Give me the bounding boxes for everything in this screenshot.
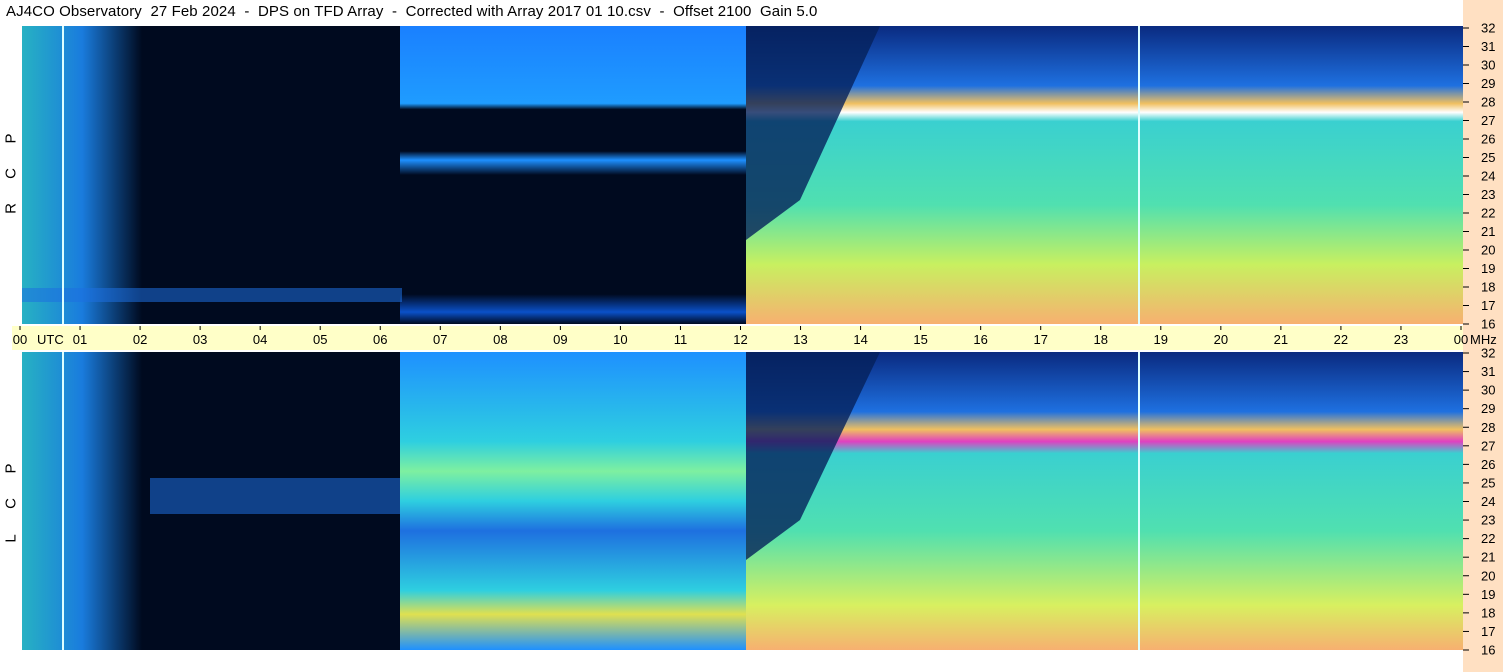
freq-tick-label: 17 [1481,624,1495,639]
freq-tick-label: 29 [1481,401,1495,416]
lcp-letter-c: C [2,498,20,509]
freq-tick-label: 28 [1481,95,1495,110]
utc-tick-label: 16 [973,332,987,347]
utc-tick-label: 06 [373,332,387,347]
freq-tick-label: 31 [1481,364,1495,379]
lcp-letter-p: P [2,463,20,474]
mhz-unit-label: MHz [1470,332,1497,347]
freq-tick-label: 27 [1481,438,1495,453]
freq-tick-label: 30 [1481,383,1495,398]
utc-tick-label: 18 [1094,332,1108,347]
utc-tick-label: 08 [493,332,507,347]
freq-tick-label: 23 [1481,187,1495,202]
freq-tick-label: 19 [1481,587,1495,602]
utc-tick-label: 05 [313,332,327,347]
freq-tick-label: 32 [1481,346,1495,361]
freq-tick-label: 18 [1481,280,1495,295]
utc-tick-label: 10 [613,332,627,347]
chart-title: AJ4CO Observatory 27 Feb 2024 - DPS on T… [6,3,818,20]
freq-tick-label: 26 [1481,457,1495,472]
utc-tick-label: 22 [1334,332,1348,347]
rcp-label: R C P [0,130,22,260]
freq-tick-label: 31 [1481,39,1495,54]
freq-tick-label: 29 [1481,76,1495,91]
freq-tick-label: 21 [1481,550,1495,565]
freq-tick-label: 28 [1481,420,1495,435]
rcp-panel [22,26,1463,324]
rcp-letter-c: C [2,168,20,179]
freq-tick-label: 22 [1481,531,1495,546]
rcp-letter-p: P [2,133,20,144]
lcp-letter-l: L [2,534,20,543]
utc-tick-label: 11 [674,332,688,347]
freq-tick-label: 27 [1481,113,1495,128]
utc-tick-label: 19 [1154,332,1168,347]
utc-tick-label: 14 [853,332,867,347]
frequency-axis-bottom: 32 31 30 29 28 27 26 25 24 23 22 21 20 19 18 17 16 [1463,346,1495,658]
freq-tick-label: 32 [1481,21,1495,36]
rcp-letter-r: R [2,203,20,214]
utc-tick-label: 04 [253,332,267,347]
utc-tick-label: 23 [1394,332,1408,347]
freq-tick-label: 18 [1481,605,1495,620]
freq-tick-label: 19 [1481,261,1495,276]
utc-unit-label: UTC [37,332,64,347]
utc-tick-label: 07 [433,332,447,347]
freq-tick-label: 16 [1481,317,1495,332]
utc-tick-label: 12 [733,332,747,347]
frequency-axis-top: 32 31 30 29 28 27 26 25 24 23 22 21 20 19 18 17 16 [1463,21,1495,332]
freq-tick-label: 30 [1481,58,1495,73]
freq-tick-label: 22 [1481,206,1495,221]
lcp-panel [22,352,1463,650]
utc-tick-label: 15 [913,332,927,347]
frequency-axis-strip [1463,0,1503,672]
freq-tick-label: 16 [1481,643,1495,658]
freq-tick-label: 17 [1481,298,1495,313]
freq-tick-label: 24 [1481,494,1495,509]
freq-tick-label: 20 [1481,568,1495,583]
utc-tick-label: 09 [553,332,567,347]
utc-tick-label: 02 [133,332,147,347]
freq-tick-label: 23 [1481,513,1495,528]
utc-tick-label: 01 [73,332,87,347]
utc-tick-label: 03 [193,332,207,347]
utc-tick-label: 13 [793,332,807,347]
utc-tick-label: 00 [1454,332,1468,347]
utc-tick-label: 20 [1214,332,1228,347]
freq-tick-label: 20 [1481,243,1495,258]
freq-tick-label: 24 [1481,169,1495,184]
freq-tick-label: 21 [1481,224,1495,239]
utc-tick-label: 00 [13,332,27,347]
lcp-label: L C P [0,460,22,590]
freq-tick-label: 26 [1481,132,1495,147]
utc-tick-label: 21 [1274,332,1288,347]
utc-axis: 00 01 02 03 04 05 06 07 08 09 10 11 12 13 14 15 16 17 18 19… [13,326,1468,347]
freq-tick-label: 25 [1481,150,1495,165]
freq-tick-label: 25 [1481,475,1495,490]
utc-tick-label: 17 [1033,332,1047,347]
